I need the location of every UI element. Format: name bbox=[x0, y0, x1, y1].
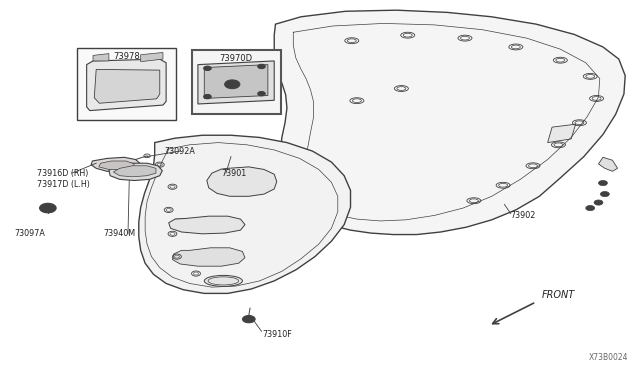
Polygon shape bbox=[173, 248, 245, 266]
Ellipse shape bbox=[204, 275, 243, 286]
Bar bbox=[77, 48, 175, 120]
Polygon shape bbox=[548, 124, 575, 142]
Text: 73097A: 73097A bbox=[15, 229, 45, 238]
Text: 73092A: 73092A bbox=[164, 147, 195, 155]
Polygon shape bbox=[204, 65, 268, 99]
Text: 73978: 73978 bbox=[113, 52, 140, 61]
Polygon shape bbox=[169, 216, 245, 234]
Polygon shape bbox=[139, 135, 351, 294]
Text: X73B0024: X73B0024 bbox=[589, 353, 628, 362]
Circle shape bbox=[586, 205, 595, 211]
Text: 73910F: 73910F bbox=[263, 330, 292, 340]
Circle shape bbox=[258, 64, 266, 69]
Polygon shape bbox=[94, 70, 160, 103]
Circle shape bbox=[40, 203, 56, 213]
Text: 73916D (RH): 73916D (RH) bbox=[37, 169, 88, 177]
Circle shape bbox=[228, 82, 236, 87]
Circle shape bbox=[225, 80, 240, 89]
Polygon shape bbox=[598, 157, 618, 171]
Bar bbox=[191, 50, 280, 114]
Circle shape bbox=[594, 200, 603, 205]
Polygon shape bbox=[141, 52, 163, 62]
Circle shape bbox=[243, 315, 255, 323]
Polygon shape bbox=[99, 161, 134, 170]
Polygon shape bbox=[91, 157, 141, 172]
Circle shape bbox=[600, 192, 609, 197]
Circle shape bbox=[204, 66, 211, 71]
Text: 73901: 73901 bbox=[221, 169, 246, 177]
Polygon shape bbox=[207, 167, 276, 196]
Text: 73917D (L.H): 73917D (L.H) bbox=[37, 180, 90, 189]
Text: 73902: 73902 bbox=[511, 211, 536, 220]
Polygon shape bbox=[274, 10, 625, 235]
Polygon shape bbox=[93, 54, 109, 61]
Circle shape bbox=[598, 180, 607, 186]
Polygon shape bbox=[109, 163, 163, 180]
Polygon shape bbox=[86, 59, 166, 110]
Text: 73970D: 73970D bbox=[220, 54, 253, 62]
Text: 73940M: 73940M bbox=[104, 229, 136, 238]
Text: FRONT: FRONT bbox=[541, 290, 575, 300]
Polygon shape bbox=[113, 166, 156, 177]
Polygon shape bbox=[198, 61, 274, 104]
Circle shape bbox=[258, 92, 266, 96]
Circle shape bbox=[204, 94, 211, 99]
